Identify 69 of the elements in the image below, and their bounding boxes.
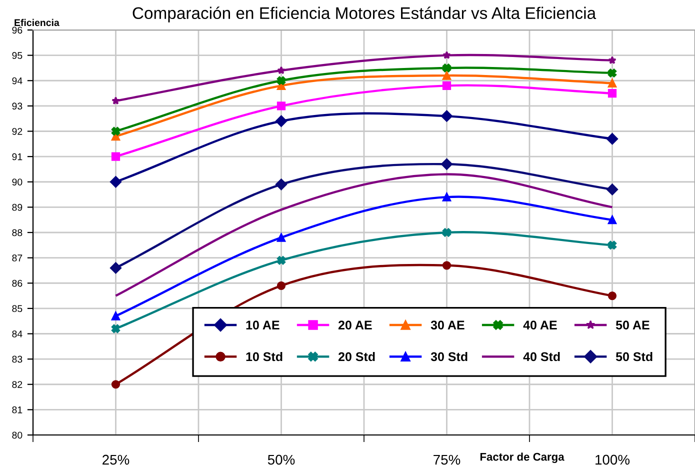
point	[111, 152, 120, 161]
point	[276, 178, 287, 190]
y-tick-label: 80	[12, 432, 22, 439]
point	[442, 71, 452, 80]
point	[111, 312, 120, 320]
legend-label: 50 Std	[616, 352, 652, 362]
legend-label: 20 AE	[338, 320, 372, 330]
y-tick-label: 92	[12, 128, 22, 135]
legend-label: 10 Std	[246, 352, 282, 362]
point	[442, 64, 452, 72]
y-tick-label: 93	[12, 102, 22, 110]
point	[442, 228, 452, 237]
y-tick-label: 91	[12, 153, 22, 160]
legend-label: 50 AE	[616, 320, 650, 330]
y-tick-label: 85	[12, 305, 22, 312]
point	[606, 184, 618, 196]
x-tick-label: 50%	[268, 454, 295, 465]
point	[608, 240, 617, 250]
legend-label: 30 Std	[430, 352, 468, 362]
point	[111, 126, 120, 136]
x-axis-title: Factor de Carga	[480, 452, 564, 463]
y-tick-label: 94	[12, 77, 22, 84]
y-tick-label: 96	[12, 26, 22, 34]
point	[111, 380, 120, 389]
point	[442, 261, 452, 270]
point	[112, 96, 120, 105]
point	[608, 88, 617, 98]
point	[276, 102, 286, 110]
legend-label: 20 Std	[338, 352, 375, 362]
point	[110, 176, 122, 188]
y-tick-label: 82	[12, 381, 22, 388]
x-tick-label: 100%	[596, 454, 630, 465]
legend-label: 40 AE	[523, 320, 557, 330]
point	[276, 76, 286, 85]
point	[608, 56, 616, 64]
point	[442, 192, 452, 202]
point	[276, 281, 286, 290]
y-tick-label: 89	[12, 204, 22, 211]
y-tick-label: 84	[12, 330, 22, 338]
point	[276, 256, 286, 265]
point	[110, 262, 122, 274]
point	[608, 216, 617, 224]
line-series	[114, 173, 614, 297]
point	[442, 81, 452, 90]
legend-label: 30 AE	[430, 320, 464, 330]
y-axis-title: Eficiencia	[14, 18, 60, 26]
y-tick-label: 88	[12, 229, 22, 236]
y-tick-label: 95	[12, 52, 22, 59]
point	[608, 68, 617, 78]
y-tick-label: 90	[12, 178, 22, 186]
y-tick-label: 86	[12, 280, 22, 287]
point	[441, 158, 452, 170]
point	[606, 133, 618, 145]
y-tick-label: 83	[12, 356, 22, 363]
point	[276, 115, 287, 127]
point	[277, 66, 286, 74]
x-tick-label: 75%	[434, 454, 460, 465]
point	[608, 291, 617, 300]
chart-title: Comparación en Eficiencia Motores Estándar vs Alta Eficiencia	[132, 6, 596, 22]
point	[441, 110, 452, 122]
legend-label: 10 AE	[246, 320, 280, 330]
legend-label: 40 Std	[523, 352, 560, 362]
point	[111, 324, 120, 333]
point	[608, 78, 617, 88]
y-tick-label: 87	[12, 254, 22, 262]
x-tick-label: 25%	[102, 454, 130, 465]
y-tick-label: 81	[12, 406, 22, 414]
point	[276, 233, 286, 242]
point	[442, 51, 451, 59]
